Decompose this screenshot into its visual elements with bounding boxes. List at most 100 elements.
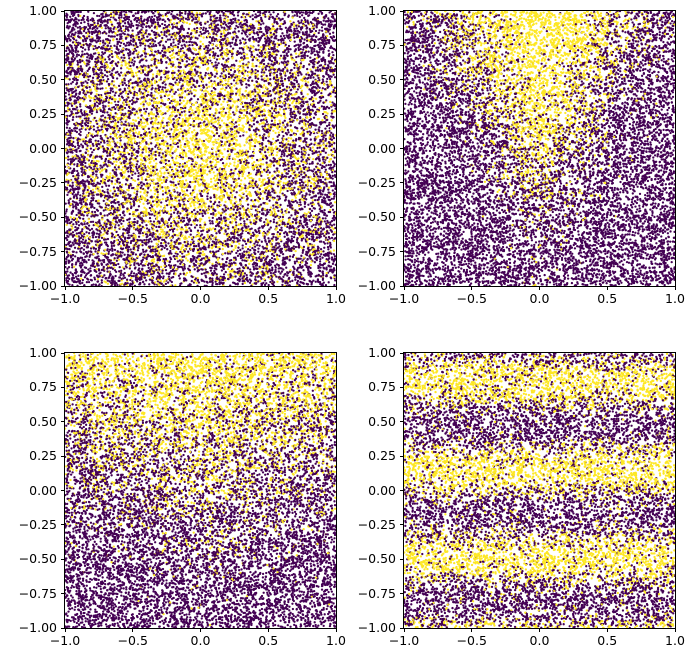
y-tick-label: 0.50	[29, 71, 57, 87]
y-tick-label: −0.25	[357, 174, 396, 190]
y-tick-mark	[400, 593, 404, 595]
x-tick-mark	[267, 286, 269, 290]
y-tick-mark	[61, 593, 65, 595]
x-tick-label: 1.0	[665, 633, 685, 648]
y-tick-label: 0.25	[29, 105, 57, 121]
x-tick-mark	[606, 628, 608, 632]
y-tick-label: −0.50	[357, 551, 396, 566]
x-tick-mark	[471, 628, 473, 632]
y-tick-mark	[61, 455, 65, 457]
y-tick-label: −0.75	[357, 585, 396, 601]
y-tick-mark	[61, 10, 65, 12]
y-tick-label: 0.00	[29, 140, 57, 156]
y-tick-mark	[61, 79, 65, 81]
x-tick-label: −0.5	[117, 291, 148, 306]
y-tick-mark	[400, 44, 404, 46]
y-tick-label: −0.50	[18, 209, 57, 224]
y-tick-label: 1.00	[368, 2, 396, 18]
x-tick-mark	[471, 286, 473, 290]
x-tick-label: 0.5	[258, 633, 279, 648]
y-tick-label: −1.00	[18, 277, 57, 293]
y-tick-mark	[400, 386, 404, 388]
x-tick-mark	[539, 286, 540, 290]
plot-area-1: 1.00 0.75 0.50 0.25 0.00 −0.25 −0.50 −0.75 −1.00…	[358, 4, 685, 304]
y-tick-mark	[61, 44, 65, 46]
x-tick-mark	[674, 628, 676, 632]
y-tick-mark	[400, 182, 404, 184]
plot-area-0: 1.00 0.75 0.50 0.25 0.00 −0.25 −0.50 −0.75 −1.00…	[19, 4, 346, 304]
y-tick-label: −0.50	[18, 551, 57, 566]
y-tick-mark	[400, 627, 404, 629]
y-tick-label: 0.50	[368, 71, 396, 87]
x-tick-mark	[200, 286, 201, 290]
plot-area-3: 1.00 0.75 0.50 0.25 0.00 −0.25 −0.50 −0.75 −1.00…	[358, 346, 685, 646]
x-tick-label: −1.0	[49, 633, 81, 648]
scatter-canvas-0	[65, 11, 336, 286]
y-tick-label: 0.25	[368, 105, 396, 121]
y-tick-label: −0.25	[18, 174, 57, 190]
y-tick-mark	[400, 490, 404, 491]
x-tick-mark	[403, 628, 405, 632]
y-tick-label: 0.25	[368, 447, 396, 463]
y-tick-label: −0.25	[357, 516, 396, 532]
x-tick-label: −0.5	[456, 633, 487, 648]
y-tick-label: 0.50	[29, 413, 57, 429]
x-tick-mark	[200, 628, 201, 632]
y-tick-mark	[400, 352, 404, 354]
y-tick-label: 0.25	[29, 447, 57, 463]
y-tick-mark	[400, 251, 404, 253]
y-tick-mark	[400, 113, 404, 115]
y-tick-mark	[61, 182, 65, 184]
x-tick-label: −0.5	[117, 633, 148, 648]
y-tick-label: 1.00	[29, 344, 57, 360]
y-tick-label: −1.00	[18, 619, 57, 635]
y-tick-label: −0.75	[18, 585, 57, 601]
x-tick-label: 1.0	[326, 633, 346, 648]
y-tick-label: 0.75	[368, 379, 396, 395]
y-tick-mark	[61, 386, 65, 388]
y-tick-mark	[61, 285, 65, 287]
x-tick-label: −0.5	[456, 291, 487, 306]
x-tick-mark	[267, 628, 269, 632]
y-tick-label: 0.00	[29, 482, 57, 498]
y-tick-label: 0.75	[29, 379, 57, 395]
x-tick-mark	[132, 628, 134, 632]
y-tick-mark	[400, 79, 404, 81]
x-tick-label: 0.0	[529, 291, 550, 306]
y-tick-mark	[400, 10, 404, 12]
y-tick-mark	[400, 421, 404, 423]
y-tick-label: 0.50	[368, 413, 396, 429]
x-tick-label: 1.0	[665, 291, 685, 306]
x-tick-mark	[64, 286, 66, 290]
y-tick-label: 0.00	[368, 482, 396, 498]
x-tick-label: 0.5	[597, 633, 618, 648]
y-tick-mark	[400, 455, 404, 457]
x-tick-mark	[132, 286, 134, 290]
x-tick-mark	[335, 628, 337, 632]
y-tick-mark	[61, 352, 65, 354]
scatter-canvas-3	[404, 353, 675, 628]
x-tick-label: −1.0	[388, 633, 420, 648]
x-tick-label: 0.0	[190, 291, 211, 306]
x-tick-label: 0.0	[190, 633, 211, 648]
plot-area-2: 1.00 0.75 0.50 0.25 0.00 −0.25 −0.50 −0.75 −1.00…	[19, 346, 346, 646]
y-tick-mark	[61, 113, 65, 115]
x-tick-mark	[335, 286, 337, 290]
x-tick-label: 0.5	[597, 291, 618, 306]
y-tick-label: −0.25	[18, 516, 57, 532]
y-tick-mark	[61, 627, 65, 629]
y-tick-mark	[61, 558, 65, 560]
y-tick-mark	[400, 524, 404, 526]
x-tick-label: 0.0	[529, 633, 550, 648]
x-tick-mark	[403, 286, 405, 290]
y-tick-mark	[400, 148, 404, 149]
y-tick-mark	[400, 285, 404, 287]
y-tick-label: 0.75	[368, 37, 396, 53]
scatter-canvas-1	[404, 11, 675, 286]
y-tick-label: −0.75	[357, 243, 396, 259]
y-tick-mark	[61, 490, 65, 491]
y-tick-label: 0.00	[368, 140, 396, 156]
y-tick-label: −0.50	[357, 209, 396, 224]
y-tick-mark	[61, 251, 65, 253]
